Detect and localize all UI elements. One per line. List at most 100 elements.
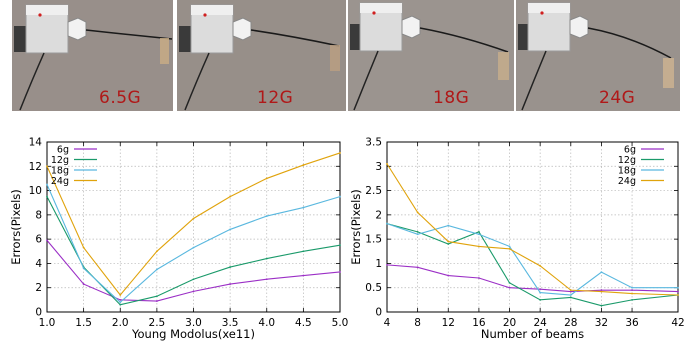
data-point-18g <box>302 206 305 209</box>
series-line-6g <box>386 264 679 293</box>
photo-scene <box>348 0 514 111</box>
y-tick-label: 14 <box>29 137 43 149</box>
data-point-18g <box>229 228 232 231</box>
data-point-12g <box>192 278 195 281</box>
legend-label: 12g <box>618 155 636 166</box>
data-point-12g <box>600 304 603 307</box>
x-tick-label: 16 <box>472 317 486 329</box>
y-tick-label: 0.5 <box>365 282 382 294</box>
data-point-18g <box>386 222 388 225</box>
x-tick-label: 4.0 <box>258 317 275 329</box>
photo-scene <box>516 0 680 111</box>
data-point-24g <box>265 177 268 180</box>
data-point-18g <box>192 246 195 249</box>
data-point-6g <box>508 286 511 289</box>
data-point-24g <box>508 247 511 250</box>
y-axis-label: Errors(Pixels) <box>350 189 363 265</box>
data-point-12g <box>569 296 572 299</box>
data-point-18g <box>155 268 158 271</box>
data-point-6g <box>677 290 679 293</box>
data-point-12g <box>339 244 341 247</box>
data-point-18g <box>600 271 603 274</box>
y-tick-label: 0 <box>375 307 382 319</box>
x-tick-label: 3.0 <box>185 317 202 329</box>
data-point-24g <box>46 165 48 168</box>
x-tick-label: 12 <box>442 317 455 329</box>
data-point-18g <box>119 301 122 304</box>
data-point-6g <box>447 274 450 277</box>
legend-label: 18g <box>51 166 69 177</box>
photo-label: 18G <box>433 88 470 108</box>
data-point-18g <box>677 286 679 289</box>
x-tick-label: 5.0 <box>332 317 349 329</box>
data-point-12g <box>119 303 122 306</box>
x-tick-label: 2.0 <box>112 317 129 329</box>
data-point-24g <box>677 294 679 296</box>
photo-scene <box>177 0 346 111</box>
data-point-24g <box>82 246 85 249</box>
data-point-18g <box>46 183 48 186</box>
x-tick-label: 20 <box>503 317 516 329</box>
x-tick-label: 24 <box>533 317 547 329</box>
data-point-6g <box>229 283 232 285</box>
data-point-6g <box>416 266 419 269</box>
y-tick-label: 1.5 <box>365 234 382 246</box>
photo-18g: 18G <box>348 0 514 111</box>
legend-label: 24g <box>618 176 636 187</box>
data-point-6g <box>477 277 480 279</box>
data-point-6g <box>192 290 195 293</box>
data-point-24g <box>477 245 480 248</box>
data-point-24g <box>539 264 542 267</box>
y-tick-label: 12 <box>29 161 42 173</box>
legend-label: 18g <box>618 166 636 177</box>
data-point-12g <box>265 257 268 260</box>
x-tick-label: 36 <box>625 317 639 329</box>
x-axis-label: Young Modolus(xe11) <box>131 327 255 341</box>
data-point-24g <box>631 292 633 295</box>
data-point-18g <box>508 245 511 248</box>
data-point-6g <box>46 239 48 242</box>
photo-label: 24G <box>599 88 636 108</box>
plot-frame <box>386 141 679 313</box>
y-axis-label: Errors(Pixels) <box>9 189 23 265</box>
data-point-24g <box>302 164 305 166</box>
data-point-18g <box>82 267 85 270</box>
data-point-12g <box>229 266 232 268</box>
data-point-24g <box>229 195 232 198</box>
photo-scene <box>12 0 173 111</box>
x-tick-label: 3.5 <box>222 317 239 329</box>
data-point-18g <box>447 224 450 227</box>
data-point-12g <box>477 230 480 233</box>
data-point-24g <box>119 294 122 296</box>
data-point-6g <box>119 298 122 301</box>
data-point-12g <box>631 298 633 301</box>
data-point-6g <box>265 278 268 281</box>
x-tick-label: 1.0 <box>39 317 56 329</box>
legend-label: 6g <box>624 145 636 156</box>
data-point-6g <box>386 263 388 266</box>
data-point-12g <box>447 243 450 245</box>
x-tick-label: 2.5 <box>149 317 166 329</box>
data-point-6g <box>631 289 633 292</box>
data-point-6g <box>539 288 542 291</box>
y-tick-label: 3.5 <box>365 137 382 149</box>
y-tick-label: 1 <box>375 258 382 270</box>
data-point-6g <box>339 271 341 273</box>
data-point-24g <box>192 217 195 220</box>
data-point-12g <box>539 298 542 301</box>
x-tick-label: 4.5 <box>295 317 312 329</box>
data-point-24g <box>386 162 388 165</box>
legend-label: 12g <box>51 155 69 166</box>
data-point-18g <box>265 215 268 217</box>
data-point-12g <box>508 281 511 284</box>
y-tick-label: 2 <box>35 282 42 294</box>
data-point-18g <box>416 233 419 236</box>
y-tick-label: 2.5 <box>365 185 382 197</box>
data-point-6g <box>569 290 572 293</box>
photo-6-5g: 6.5G <box>12 0 173 111</box>
x-tick-label: 32 <box>595 317 608 329</box>
data-point-24g <box>416 211 419 214</box>
photo-12g: 12G <box>177 0 346 111</box>
y-tick-label: 3 <box>375 161 382 173</box>
data-point-6g <box>302 274 305 277</box>
